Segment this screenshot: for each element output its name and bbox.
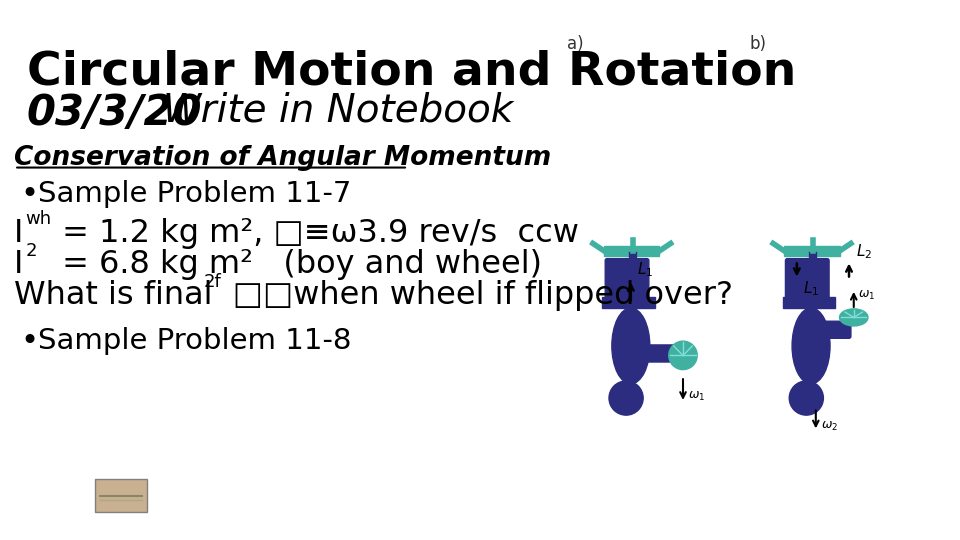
FancyBboxPatch shape [602,296,655,308]
Text: = 1.2 kg m², □≡ω3.9 rev/s  ccw: = 1.2 kg m², □≡ω3.9 rev/s ccw [52,218,579,249]
FancyBboxPatch shape [784,246,839,256]
Text: b): b) [750,35,766,53]
Text: $L_2$: $L_2$ [855,243,872,261]
Ellipse shape [612,308,650,384]
Text: Write in Notebook: Write in Notebook [137,92,513,130]
Text: •: • [21,327,39,356]
Text: $L_1$: $L_1$ [804,280,820,298]
Text: What is final  □□when wheel if flipped over?: What is final □□when wheel if flipped ov… [14,280,733,312]
FancyBboxPatch shape [819,321,851,338]
Text: Sample Problem 11-7: Sample Problem 11-7 [38,180,351,208]
Circle shape [609,381,643,415]
Text: $\omega_2$: $\omega_2$ [821,420,838,433]
FancyBboxPatch shape [804,259,829,305]
Text: Conservation of Angular Momentum: Conservation of Angular Momentum [14,145,551,171]
Text: 03/3/20: 03/3/20 [27,92,202,134]
Text: 2: 2 [26,241,37,260]
Text: Circular Motion and Rotation: Circular Motion and Rotation [27,50,796,95]
Text: •: • [21,180,39,209]
Ellipse shape [669,341,697,369]
Ellipse shape [839,309,868,326]
Text: I: I [14,249,24,280]
Text: $L_1$: $L_1$ [637,261,654,280]
Text: wh: wh [26,210,52,228]
FancyBboxPatch shape [605,259,630,305]
Text: $\omega_1$: $\omega_1$ [687,390,705,403]
Text: = 6.8 kg m²   (boy and wheel): = 6.8 kg m² (boy and wheel) [52,249,542,280]
FancyBboxPatch shape [638,345,676,362]
Circle shape [789,381,824,415]
Text: Sample Problem 11-8: Sample Problem 11-8 [38,327,351,355]
FancyBboxPatch shape [95,478,147,512]
Ellipse shape [792,308,830,384]
FancyBboxPatch shape [604,246,660,256]
FancyBboxPatch shape [624,259,649,305]
Text: I: I [14,218,24,249]
FancyBboxPatch shape [785,259,810,305]
FancyBboxPatch shape [782,296,835,308]
Text: $\omega_1$: $\omega_1$ [858,289,876,302]
Text: 2f: 2f [204,273,222,291]
Text: a): a) [567,35,584,53]
